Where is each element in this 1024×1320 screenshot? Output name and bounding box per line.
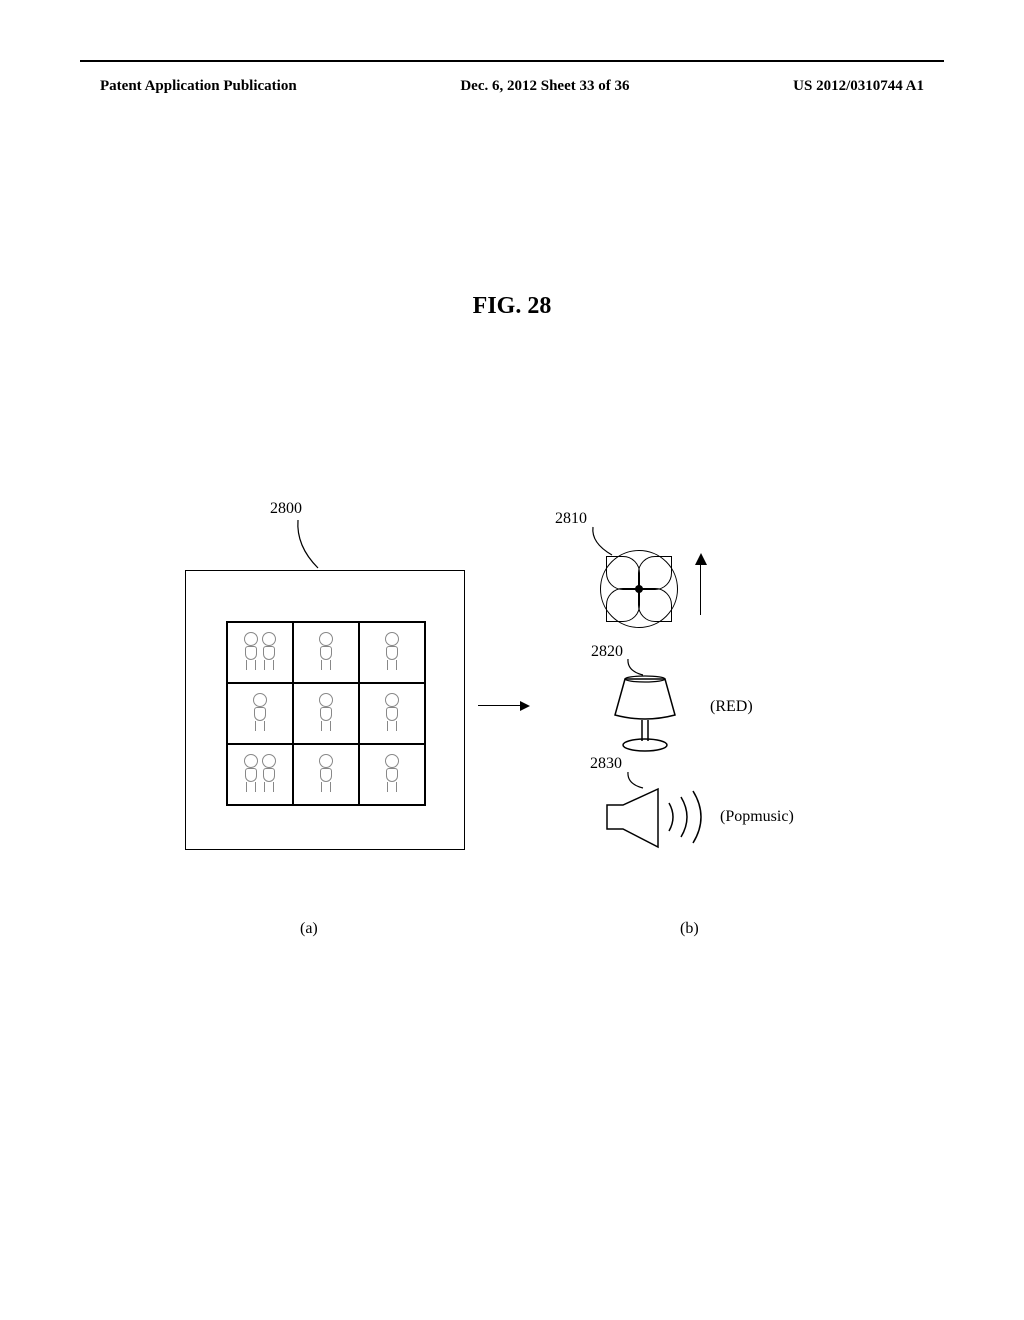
character-icon [384, 632, 400, 672]
ref-2800-leader [290, 518, 335, 573]
grid-cell [359, 744, 425, 805]
character-grid [226, 621, 426, 806]
grid-cell [293, 744, 359, 805]
grid-cell [359, 622, 425, 683]
diagram-container: 2800 [185, 530, 835, 930]
grid-cell [227, 622, 293, 683]
grid-row [227, 744, 425, 805]
character-icon [252, 693, 268, 733]
header-right: US 2012/0310744 A1 [793, 78, 924, 95]
character-icon [261, 754, 277, 794]
lamp-icon [605, 675, 685, 755]
page-header: Patent Application Publication Dec. 6, 2… [100, 78, 924, 95]
grid-cell [293, 622, 359, 683]
ref-2820-leader [625, 657, 645, 677]
grid-row [227, 683, 425, 744]
character-icon [318, 754, 334, 794]
header-center: Dec. 6, 2012 Sheet 33 of 36 [460, 78, 629, 95]
grid-cell [359, 683, 425, 744]
figure-title: FIG. 28 [473, 293, 552, 320]
character-icon [384, 754, 400, 794]
character-icon [261, 632, 277, 672]
arrow-up-icon [700, 555, 701, 615]
character-icon [318, 632, 334, 672]
speaker-icon [603, 785, 678, 847]
character-icon [243, 632, 259, 672]
grid-cell [293, 683, 359, 744]
panel-b: 2810 2820 [565, 530, 815, 890]
character-icon [318, 693, 334, 733]
ref-label-2800: 2800 [270, 500, 302, 518]
ref-label-2830: 2830 [590, 755, 622, 773]
ref-label-2810: 2810 [555, 510, 587, 528]
character-icon [384, 693, 400, 733]
grid-cell [227, 683, 293, 744]
header-left: Patent Application Publication [100, 78, 297, 95]
fan-ball-icon [600, 550, 678, 628]
speaker-music-label: (Popmusic) [720, 808, 794, 826]
arrow-right-icon [478, 705, 528, 706]
panel-a-label: (a) [300, 920, 318, 938]
panel-a-frame [185, 570, 465, 850]
panel-b-label: (b) [680, 920, 699, 938]
grid-row [227, 622, 425, 683]
character-icon [243, 754, 259, 794]
lamp-color-label: (RED) [710, 698, 753, 716]
grid-cell [227, 744, 293, 805]
ref-label-2820: 2820 [591, 643, 623, 661]
